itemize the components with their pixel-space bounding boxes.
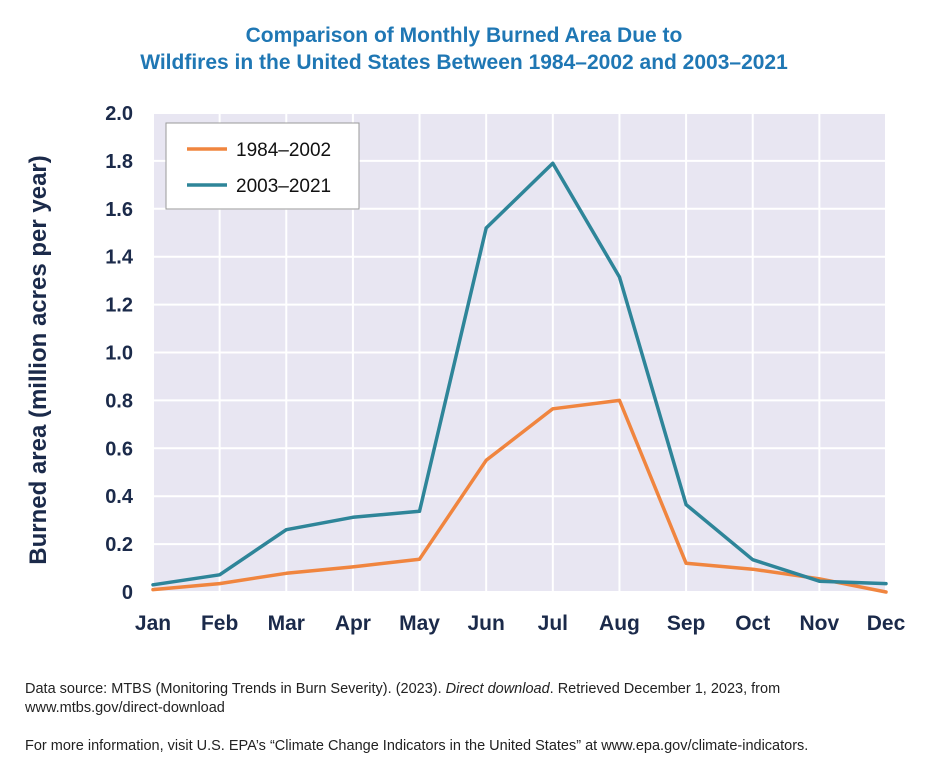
y-tick-label-1-6: 1.6 [105,199,133,221]
data-point-2003-2021-feb [218,573,222,577]
x-tick-label-nov: Nov [800,612,840,635]
x-tick-label-dec: Dec [867,612,906,635]
data-source-url: www.mtbs.gov/direct-download [25,700,225,716]
data-point-1984-2002-apr [351,565,355,569]
data-point-1984-2002-feb [218,582,222,586]
more-info-text: For more information, visit U.S. EPA’s “… [25,738,809,754]
y-tick-label-2-0: 2.0 [105,103,133,125]
y-axis-label: Burned area (million acres per year) [25,155,52,565]
data-point-2003-2021-apr [351,515,355,519]
data-point-1984-2002-sep [684,561,688,565]
data-point-2003-2021-oct [751,558,755,562]
x-tick-label-jul: Jul [538,612,568,635]
data-point-2003-2021-dec [884,582,888,586]
y-tick-label-1-2: 1.2 [105,295,133,317]
y-axis-ticks: 0 0.2 0.4 0.6 0.8 1.0 1.2 1.4 1.6 1.8 2.0 [105,103,134,604]
data-point-2003-2021-jun [484,226,488,230]
y-tick-label-0-6: 0.6 [105,438,133,460]
legend: 1984–2002 2003–2021 [165,122,360,210]
data-point-2003-2021-may [418,509,422,513]
data-point-2003-2021-aug [617,275,621,279]
data-source-prefix: Data source: MTBS (Monitoring Trends in … [25,681,446,697]
x-tick-label-aug: Aug [599,612,640,635]
more-info-note: For more information, visit U.S. EPA’s “… [25,737,808,756]
chart-title-line-1: Comparison of Monthly Burned Area Due to [246,24,683,47]
x-tick-label-jan: Jan [135,612,171,635]
data-point-1984-2002-jul [551,407,555,411]
data-source-italic: Direct download [445,681,550,697]
legend-label-2003-2021: 2003–2021 [236,176,331,197]
x-tick-label-jun: Jun [468,612,505,635]
x-tick-label-mar: Mar [268,612,305,635]
data-point-2003-2021-jul [551,161,555,165]
data-point-1984-2002-oct [751,567,755,571]
series-line-2003-2021 [151,161,888,587]
data-point-1984-2002-dec [884,590,888,594]
data-point-1984-2002-jan [151,588,155,592]
data-point-1984-2002-mar [284,571,288,575]
data-point-2003-2021-sep [684,503,688,507]
chart-title-line-2: Wildfires in the United States Between 1… [140,51,788,74]
x-axis-ticks: Jan Feb Mar Apr May Jun Jul Aug Sep Oct Nov Dec [135,612,906,635]
y-tick-label-0: 0 [122,582,133,604]
x-tick-label-sep: Sep [667,612,706,635]
x-tick-label-feb: Feb [201,612,238,635]
data-point-2003-2021-nov [817,579,821,583]
y-tick-label-1-0: 1.0 [105,343,133,365]
series-line-1984-2002 [151,398,888,594]
y-tick-label-1-8: 1.8 [105,151,133,173]
data-point-2003-2021-mar [284,528,288,532]
data-point-2003-2021-jan [151,583,155,587]
data-point-1984-2002-may [418,557,422,561]
y-tick-label-0-8: 0.8 [105,390,133,412]
series-lines [151,161,888,594]
x-tick-label-may: May [399,612,440,635]
x-tick-label-oct: Oct [735,612,770,635]
data-point-1984-2002-jun [484,458,488,462]
data-point-1984-2002-aug [617,398,621,402]
legend-label-1984-2002: 1984–2002 [236,140,331,161]
y-tick-label-0-4: 0.4 [105,486,134,508]
x-tick-label-apr: Apr [335,612,371,635]
y-tick-label-1-4: 1.4 [105,247,134,269]
data-source-note: Data source: MTBS (Monitoring Trends in … [25,680,780,718]
y-tick-label-0-2: 0.2 [105,534,133,556]
legend-box [165,122,360,210]
data-source-suffix: . Retrieved December 1, 2023, from [549,681,781,697]
